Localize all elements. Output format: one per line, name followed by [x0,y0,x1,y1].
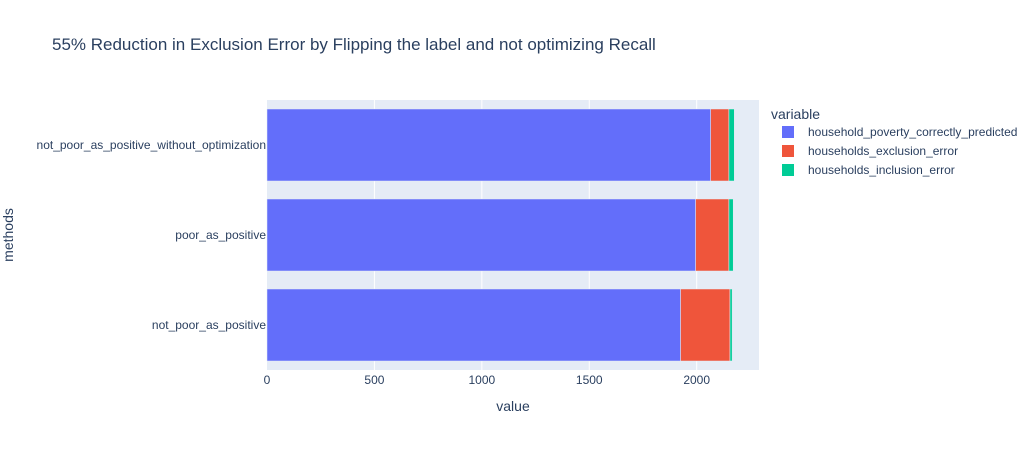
bar-households-inclusion-error [728,198,734,272]
y-axis-ticks: not_poor_as_positive_without_optimizatio… [37,138,267,332]
y-tick-label: not_poor_as_positive [152,318,266,332]
bars [266,108,735,362]
bar-household-poverty-correctly-predicted [266,198,696,272]
bar-household-poverty-correctly-predicted [266,288,681,362]
chart-title: 55% Reduction in Exclusion Error by Flip… [52,35,656,54]
legend-items: household_poverty_correctly_predictedhou… [782,125,1017,177]
x-tick-label: 1500 [576,373,603,387]
legend-swatch [782,145,794,157]
legend-label: households_inclusion_error [808,163,955,177]
y-tick-label: poor_as_positive [175,228,266,242]
bar-households-exclusion-error [695,198,730,272]
legend-label: households_exclusion_error [808,144,958,158]
legend: variable household_poverty_correctly_pre… [771,106,1017,177]
x-axis-ticks: 0 500 1000 1500 2000 [264,373,711,387]
x-axis-title: value [496,398,530,414]
bar-households-exclusion-error [710,108,730,182]
bar-households-inclusion-error [729,288,733,362]
legend-title: variable [771,106,820,122]
legend-swatch [782,126,794,138]
x-tick-label: 500 [364,373,384,387]
y-tick-label: not_poor_as_positive_without_optimizatio… [37,138,266,152]
bar-household-poverty-correctly-predicted [266,108,711,182]
x-tick-label: 1000 [468,373,495,387]
x-tick-label: 0 [264,373,271,387]
legend-swatch [782,164,794,176]
bar-households-exclusion-error [680,288,731,362]
legend-label: household_poverty_correctly_predicted [808,125,1017,139]
x-tick-label: 2000 [683,373,710,387]
bar-households-inclusion-error [728,108,735,182]
y-axis-title: methods [0,208,16,262]
